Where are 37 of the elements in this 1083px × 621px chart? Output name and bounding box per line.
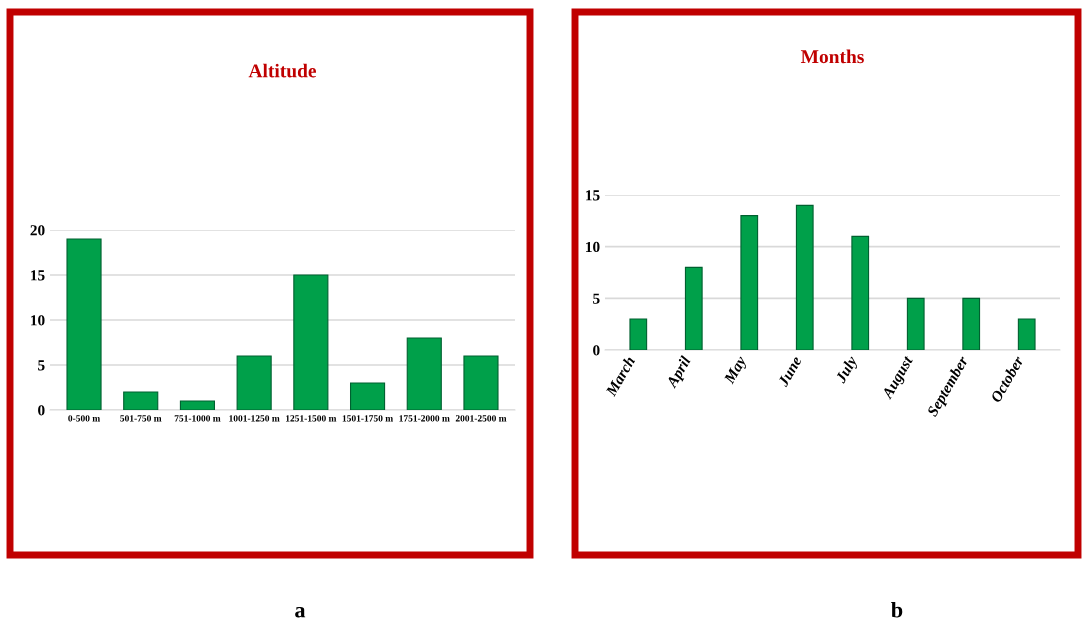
y-tick-label: 0: [593, 345, 600, 356]
bar: [962, 297, 981, 350]
bar: [236, 355, 272, 410]
y-tick-label: 15: [586, 190, 600, 201]
y-tick-label: 10: [586, 241, 600, 253]
x-tick-label: 0-500 m: [68, 415, 100, 422]
y-tick-label: 15: [31, 270, 45, 281]
y-tick-label: 20: [30, 225, 45, 236]
text: b: [891, 601, 903, 618]
y-tick-label: 5: [38, 360, 45, 371]
bar: [406, 337, 442, 410]
bar: [906, 297, 925, 350]
chart-title: Months: [800, 49, 864, 64]
text: a: [295, 606, 306, 618]
y-tick-label: 0: [38, 405, 45, 416]
bar: [66, 238, 102, 410]
x-tick-label: 751-1000 m: [174, 415, 221, 422]
bar: [851, 235, 870, 350]
bar: [123, 391, 159, 410]
bar: [629, 318, 648, 350]
x-tick-label: 1251-1500 m: [286, 415, 337, 422]
y-tick-label: 5: [593, 293, 600, 304]
chart-title: Altitude: [248, 63, 317, 78]
x-tick-label: 1751-2000 m: [399, 415, 450, 422]
bar: [179, 400, 216, 410]
x-tick-label: 501-750 m: [120, 415, 162, 422]
x-tick-label: 1001-1250 m: [229, 415, 280, 422]
bar: [684, 266, 703, 350]
bar: [349, 382, 386, 410]
x-tick-label: 2001-2500 m: [455, 415, 507, 422]
bar: [1017, 318, 1036, 350]
bar: [795, 204, 814, 350]
bar: [463, 355, 499, 410]
bar: [293, 274, 329, 410]
bar: [740, 215, 759, 350]
x-tick-label: 1501-1750 m: [342, 415, 393, 422]
y-tick-label: 10: [31, 315, 45, 326]
